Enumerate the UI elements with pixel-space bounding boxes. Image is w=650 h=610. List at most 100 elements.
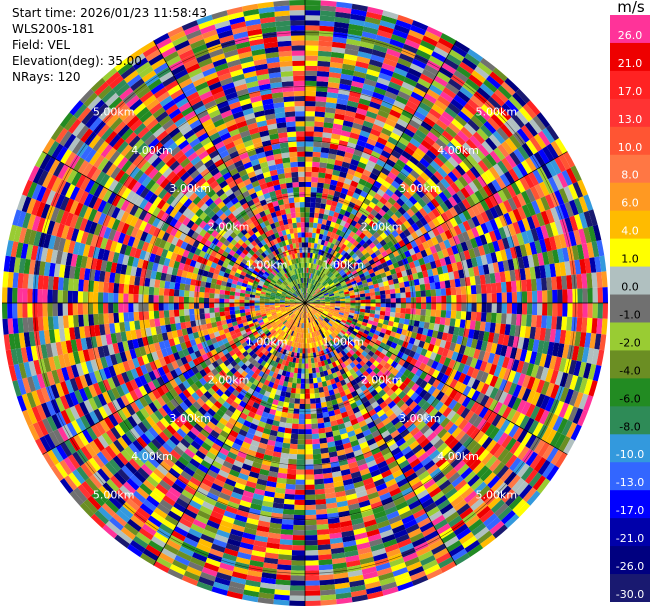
velocity-gate — [438, 37, 454, 50]
velocity-gate — [592, 364, 602, 382]
velocity-gate — [289, 372, 294, 378]
velocity-gate — [231, 571, 248, 580]
velocity-gate — [432, 378, 441, 389]
velocity-gate — [339, 294, 345, 298]
velocity-gate — [438, 479, 452, 491]
velocity-gate — [111, 399, 122, 412]
velocity-gate — [339, 78, 353, 86]
velocity-gate — [319, 162, 328, 169]
velocity-gate — [440, 364, 448, 375]
velocity-gate — [194, 547, 210, 558]
velocity-gate — [261, 325, 267, 331]
velocity-gate — [308, 322, 311, 328]
velocity-gate — [355, 369, 363, 377]
velocity-gate — [317, 335, 322, 341]
velocity-gate — [334, 21, 350, 29]
velocity-gate — [404, 286, 411, 293]
velocity-gate — [363, 21, 380, 30]
velocity-gate — [360, 396, 369, 404]
velocity-gate — [269, 319, 275, 324]
velocity-gate — [392, 469, 404, 479]
velocity-gate — [284, 376, 290, 382]
velocity-gate — [468, 413, 479, 425]
velocity-gate — [500, 345, 508, 357]
velocity-gate — [566, 422, 578, 439]
velocity-gate — [305, 131, 314, 137]
velocity-gate — [436, 295, 442, 303]
velocity-gate — [471, 204, 481, 216]
velocity-gate — [291, 423, 299, 430]
velocity-gate — [22, 409, 33, 427]
velocity-gate — [213, 400, 223, 409]
velocity-gate — [414, 448, 426, 459]
velocity-gate — [479, 83, 495, 97]
velocity-gate — [170, 369, 179, 379]
velocity-gate — [490, 499, 505, 514]
velocity-gate — [152, 378, 161, 389]
velocity-gate — [430, 309, 437, 317]
velocity-gate — [316, 519, 329, 525]
velocity-gate — [329, 184, 337, 191]
velocity-gate — [350, 277, 356, 283]
velocity-gate — [481, 452, 494, 466]
velocity-gate — [455, 430, 466, 442]
velocity-gate — [426, 112, 439, 124]
velocity-gate — [354, 112, 366, 121]
velocity-gate — [315, 367, 320, 373]
velocity-gate — [251, 498, 263, 506]
velocity-gate — [177, 456, 190, 467]
velocity-gate — [368, 340, 375, 347]
velocity-gate — [540, 367, 549, 381]
velocity-gate — [370, 209, 379, 217]
velocity-gate — [361, 472, 372, 481]
velocity-gate — [329, 243, 335, 249]
velocity-gate — [452, 360, 461, 371]
velocity-gate — [344, 291, 350, 295]
velocity-gate — [292, 320, 296, 326]
velocity-gate — [121, 465, 134, 478]
velocity-gate — [305, 535, 318, 541]
velocity-gate — [315, 341, 319, 347]
velocity-gate — [305, 313, 307, 319]
velocity-gate — [132, 535, 149, 549]
velocity-gate — [75, 417, 87, 432]
velocity-gate — [270, 320, 276, 325]
velocity-gate — [268, 381, 275, 388]
velocity-gate — [389, 38, 405, 49]
velocity-gate — [305, 358, 309, 364]
velocity-gate — [403, 281, 410, 288]
velocity-gate — [526, 279, 532, 292]
velocity-gate — [384, 289, 391, 295]
velocity-gate — [397, 322, 404, 330]
velocity-gate — [469, 458, 482, 471]
velocity-gate — [529, 266, 536, 280]
velocity-gate — [492, 524, 508, 539]
velocity-gate — [454, 114, 468, 127]
velocity-gate — [383, 377, 392, 386]
velocity-gate — [286, 339, 291, 346]
velocity-gate — [451, 548, 468, 561]
velocity-gate — [269, 429, 278, 437]
velocity-gate — [324, 353, 330, 360]
velocity-gate — [401, 514, 415, 525]
velocity-gate — [357, 495, 369, 503]
velocity-gate — [244, 366, 251, 374]
velocity-gate — [387, 483, 399, 493]
velocity-gate — [203, 562, 220, 572]
velocity-gate — [426, 463, 439, 475]
velocity-gate — [216, 409, 225, 418]
velocity-gate — [305, 232, 309, 238]
velocity-gate — [330, 542, 344, 550]
velocity-gate — [401, 394, 411, 403]
velocity-gate — [460, 187, 471, 199]
velocity-gate — [429, 245, 437, 255]
velocity-gate — [280, 534, 293, 540]
velocity-gate — [309, 393, 315, 399]
velocity-gate — [371, 49, 387, 59]
velocity-gate — [315, 281, 319, 287]
velocity-gate — [576, 317, 583, 332]
velocity-gate — [549, 221, 559, 237]
velocity-gate — [247, 411, 256, 419]
velocity-gate — [432, 411, 443, 422]
velocity-gate — [352, 175, 361, 184]
